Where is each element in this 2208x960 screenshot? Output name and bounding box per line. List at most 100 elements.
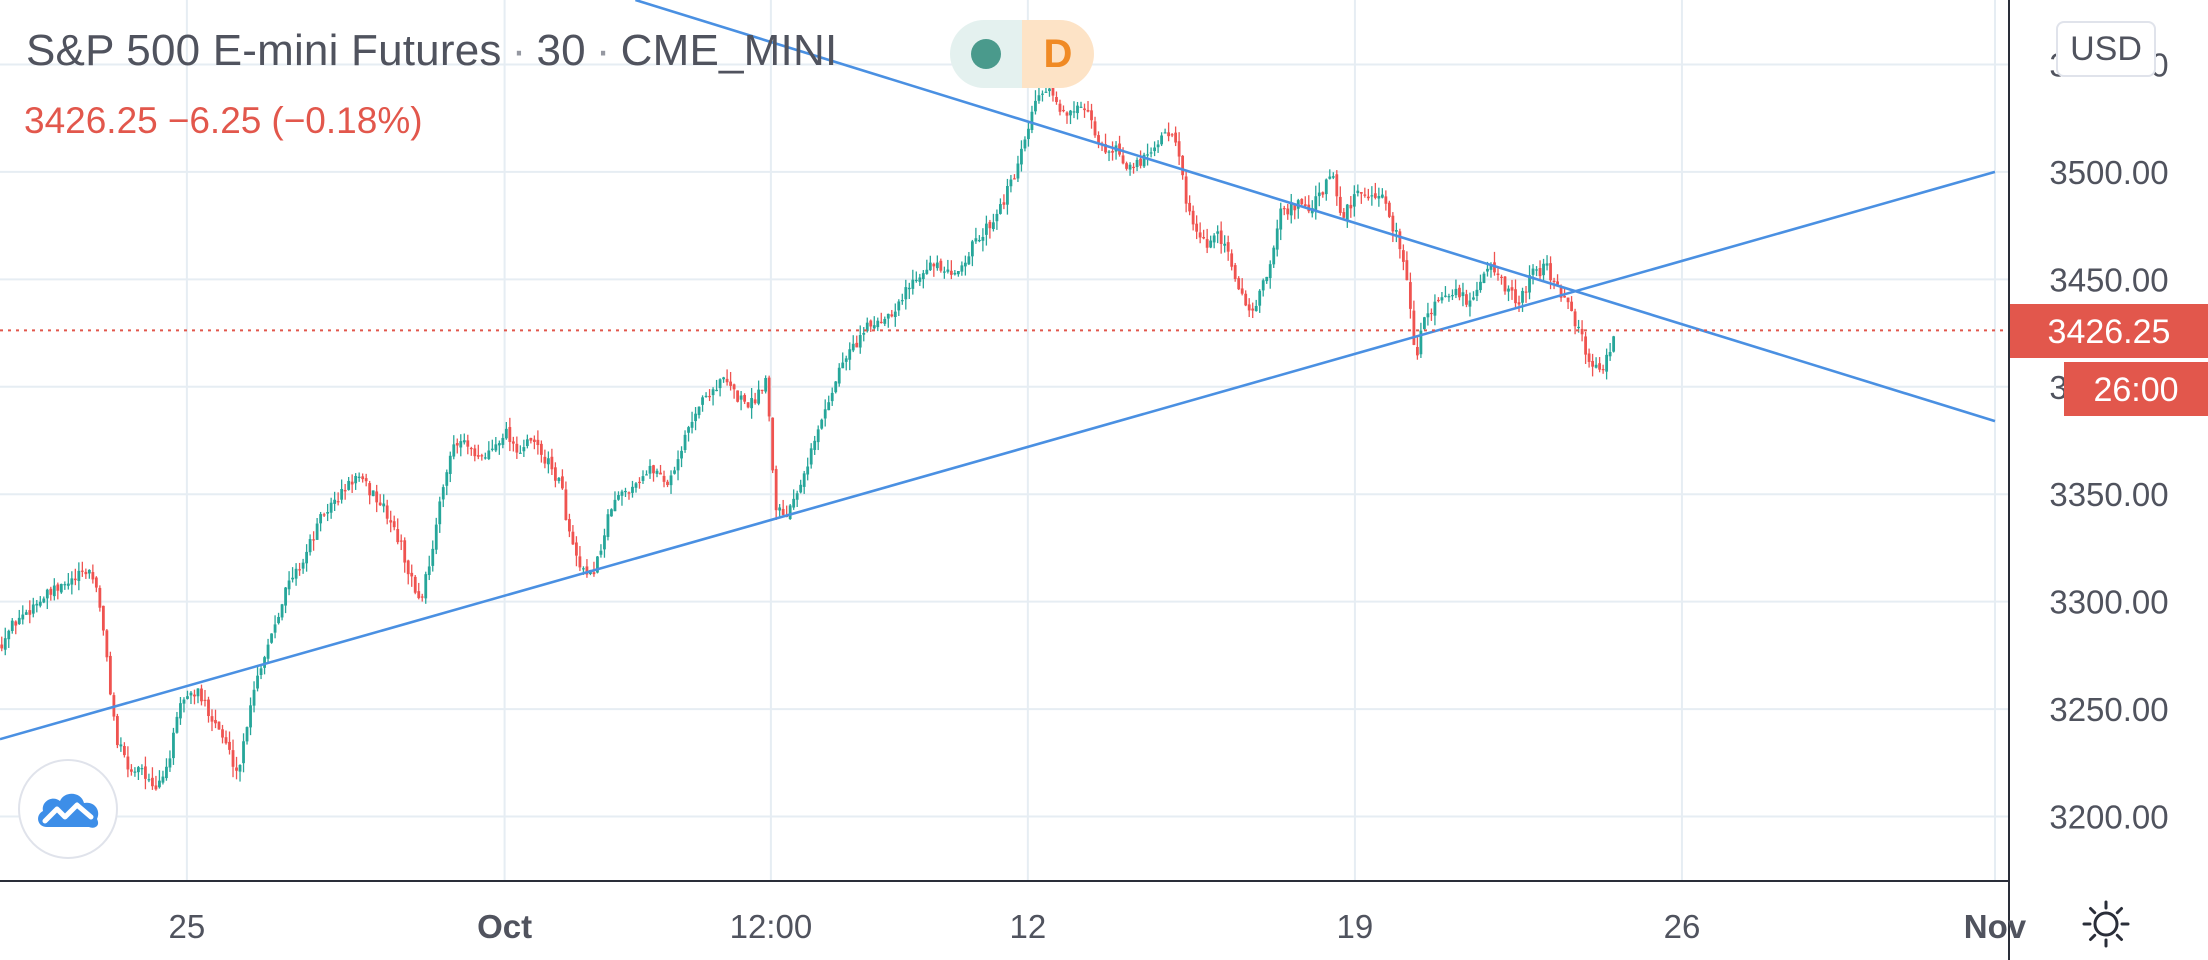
currency-button[interactable]: USD: [2056, 21, 2156, 77]
candle-down: [399, 540, 403, 542]
candle-up: [483, 457, 487, 459]
candle-down: [725, 378, 729, 383]
candle-up: [1345, 204, 1349, 220]
candle-up: [501, 437, 505, 445]
candle-up: [606, 514, 610, 537]
candle-up: [1454, 288, 1458, 296]
candle-up: [273, 624, 277, 633]
time-axis-label: 19: [1337, 908, 1374, 945]
candle-up: [701, 397, 704, 405]
candle-down: [122, 746, 126, 756]
candle-up: [59, 583, 63, 593]
candle-up: [900, 300, 904, 302]
candle-down: [1090, 110, 1093, 121]
candle-down: [392, 521, 396, 528]
candle-up: [333, 499, 337, 504]
candle-down: [1408, 282, 1412, 309]
candle-up: [634, 483, 638, 488]
candle-up: [974, 238, 978, 242]
candle-down: [98, 587, 102, 608]
candle-up: [1041, 93, 1044, 95]
candle-up: [599, 550, 603, 555]
candle-down: [1230, 253, 1234, 267]
candle-up: [722, 377, 725, 380]
candle-down: [396, 529, 400, 543]
price-change: −6.25: [167, 100, 262, 141]
candle-up: [1272, 247, 1276, 265]
candle-up: [897, 301, 901, 311]
candle-down: [736, 390, 740, 402]
candle-up: [45, 589, 49, 599]
candle-up: [872, 325, 876, 329]
candle-down: [1233, 265, 1237, 280]
candle-down: [1198, 232, 1202, 238]
candle-down: [1415, 346, 1419, 356]
candle-up: [1209, 240, 1213, 248]
candle-up: [1223, 243, 1227, 246]
candle-up: [942, 271, 946, 273]
candle-up: [557, 477, 561, 482]
trendlines[interactable]: [0, 0, 1996, 741]
market-open-indicator[interactable]: [950, 20, 1022, 88]
candle-up: [189, 692, 193, 696]
candle-up: [1142, 154, 1146, 167]
candle-up: [1212, 235, 1216, 243]
candle-up: [1461, 292, 1465, 297]
candle-down: [539, 443, 543, 455]
candle-up: [907, 287, 911, 290]
candle-down: [84, 571, 88, 575]
candle-up: [371, 490, 375, 497]
interval-label[interactable]: 30: [536, 26, 586, 75]
candle-down: [1065, 112, 1069, 116]
candle-up: [848, 349, 852, 360]
candle-up: [42, 598, 46, 603]
candle-up: [704, 395, 708, 398]
market-status-pill[interactable]: D: [950, 20, 1094, 88]
candle-up: [238, 764, 242, 772]
candlestick-series: [0, 78, 1616, 791]
candle-up: [981, 236, 985, 241]
candle-down: [105, 630, 109, 658]
candle-down: [932, 263, 936, 267]
tradingview-logo-button[interactable]: [18, 759, 118, 859]
candle-down: [1300, 198, 1304, 205]
symbol-legend[interactable]: S&P 500 E-mini Futures · 30 · CME_MINI: [26, 26, 837, 76]
candle-down: [666, 481, 669, 486]
candle-up: [914, 279, 918, 282]
time-axis[interactable]: 25 Oct 12:00 12 19 26 Nov: [169, 908, 2027, 945]
candle-down: [80, 570, 84, 572]
candle-up: [445, 472, 449, 486]
candle-up: [813, 440, 817, 450]
candle-up: [1107, 151, 1111, 153]
candle-down: [869, 320, 873, 327]
candle-down: [130, 769, 133, 772]
candle-down: [28, 610, 32, 615]
candle-up: [1612, 336, 1616, 352]
candle-up: [1254, 305, 1258, 312]
chart-settings-button[interactable]: [2082, 900, 2130, 948]
symbol-name[interactable]: S&P 500 E-mini Futures: [26, 26, 502, 75]
candle-down: [14, 621, 18, 626]
candle-down: [746, 402, 750, 408]
candle-down: [571, 531, 575, 545]
candle-up: [893, 311, 897, 318]
candle-up: [617, 495, 620, 500]
candle-up: [263, 657, 266, 668]
candle-down: [1510, 287, 1514, 291]
candle-down: [364, 478, 368, 482]
candle-down: [413, 576, 417, 593]
candle-up: [427, 566, 431, 576]
candle-up: [683, 434, 687, 451]
candle-up: [1135, 159, 1139, 168]
candle-down: [1552, 280, 1556, 283]
candle-up: [357, 476, 361, 479]
candle-down: [1335, 174, 1339, 197]
candle-up: [820, 419, 824, 429]
candle-up: [977, 239, 981, 242]
price-axis[interactable]: 3200.003250.003300.003350.003400.003450.…: [2049, 46, 2168, 835]
candle-down: [1514, 289, 1517, 304]
session-badge[interactable]: D: [1022, 20, 1094, 88]
candle-up: [158, 780, 161, 788]
candle-up: [1475, 289, 1479, 297]
